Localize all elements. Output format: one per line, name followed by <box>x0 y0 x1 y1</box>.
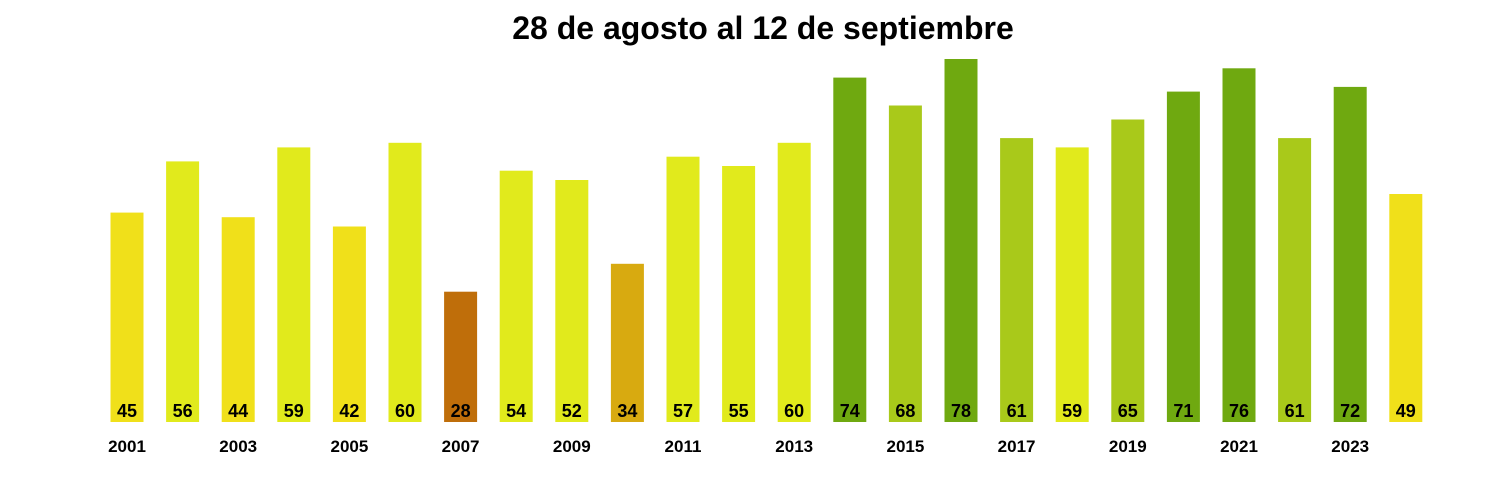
bar-2020 <box>1166 91 1200 422</box>
bar-2007 <box>444 291 478 422</box>
bar-value-label-2013: 60 <box>784 401 804 421</box>
bar-2008 <box>499 170 533 422</box>
bar-value-label-2002: 56 <box>173 401 193 421</box>
bar-2022 <box>1278 138 1312 422</box>
bars-group <box>110 59 1423 423</box>
x-tick-label-2001: 2001 <box>108 437 146 456</box>
bar-value-label-2003: 44 <box>228 401 248 421</box>
bar-2010 <box>610 263 644 422</box>
bar-value-label-2023: 72 <box>1340 401 1360 421</box>
bar-2015 <box>888 105 922 422</box>
bar-2019 <box>1111 119 1145 422</box>
bar-value-label-2004: 59 <box>284 401 304 421</box>
bar-2001 <box>110 212 144 422</box>
x-tick-label-2003: 2003 <box>219 437 257 456</box>
bar-value-label-2017: 61 <box>1007 401 1027 421</box>
bar-2018 <box>1055 147 1089 422</box>
bar-2004 <box>277 147 311 422</box>
bar-2023 <box>1333 86 1367 423</box>
bar-value-label-2024: 49 <box>1396 401 1416 421</box>
bar-2009 <box>555 180 589 422</box>
bar-value-label-2020: 71 <box>1173 401 1193 421</box>
bar-2016 <box>944 59 978 422</box>
bar-value-label-2012: 55 <box>729 401 749 421</box>
x-tick-labels-group: 2001 2003 2005 2007 2009 2011 2013 2015 2017 2019… <box>108 437 1369 456</box>
bar-value-label-2007: 28 <box>451 401 471 421</box>
bar-2002 <box>166 161 200 422</box>
bar-value-label-2018: 59 <box>1062 401 1082 421</box>
x-tick-label-2011: 2011 <box>665 437 702 456</box>
bar-value-label-2016: 78 <box>951 401 971 421</box>
x-tick-label-2019: 2019 <box>1109 437 1147 456</box>
bar-2014 <box>833 77 867 422</box>
bar-labels-group: 45 56 44 59 42 60 28 54 52 34 57 55 60 74 68 78 61 59 65 71… <box>117 401 1416 421</box>
bar-value-label-2010: 34 <box>617 401 637 421</box>
bar-2012 <box>722 166 756 422</box>
bar-2003 <box>221 217 255 422</box>
x-tick-label-2021: 2021 <box>1220 437 1258 456</box>
bar-2021 <box>1222 68 1256 423</box>
bar-value-label-2019: 65 <box>1118 401 1138 421</box>
bar-value-label-2008: 54 <box>506 401 526 421</box>
bar-value-label-2001: 45 <box>117 401 137 421</box>
bar-value-label-2015: 68 <box>895 401 915 421</box>
x-tick-label-2007: 2007 <box>442 437 480 456</box>
bar-value-label-2005: 42 <box>339 401 359 421</box>
bar-value-label-2014: 74 <box>840 401 860 421</box>
x-tick-label-2009: 2009 <box>553 437 591 456</box>
bar-value-label-2022: 61 <box>1285 401 1305 421</box>
bar-2005 <box>332 226 366 422</box>
x-tick-label-2013: 2013 <box>775 437 813 456</box>
bar-2013 <box>777 142 811 423</box>
x-tick-label-2015: 2015 <box>886 437 924 456</box>
bar-value-label-2011: 57 <box>673 401 693 421</box>
bar-value-label-2009: 52 <box>562 401 582 421</box>
bar-value-label-2006: 60 <box>395 401 415 421</box>
bar-2017 <box>1000 138 1034 422</box>
chart-title: 28 de agosto al 12 de septiembre <box>512 10 1014 46</box>
x-tick-label-2023: 2023 <box>1331 437 1369 456</box>
bar-2011 <box>666 156 700 422</box>
bar-2024 <box>1389 194 1423 422</box>
x-tick-label-2017: 2017 <box>998 437 1036 456</box>
bar-value-label-2021: 76 <box>1229 401 1249 421</box>
x-tick-label-2005: 2005 <box>330 437 368 456</box>
bar-2006 <box>388 142 422 423</box>
